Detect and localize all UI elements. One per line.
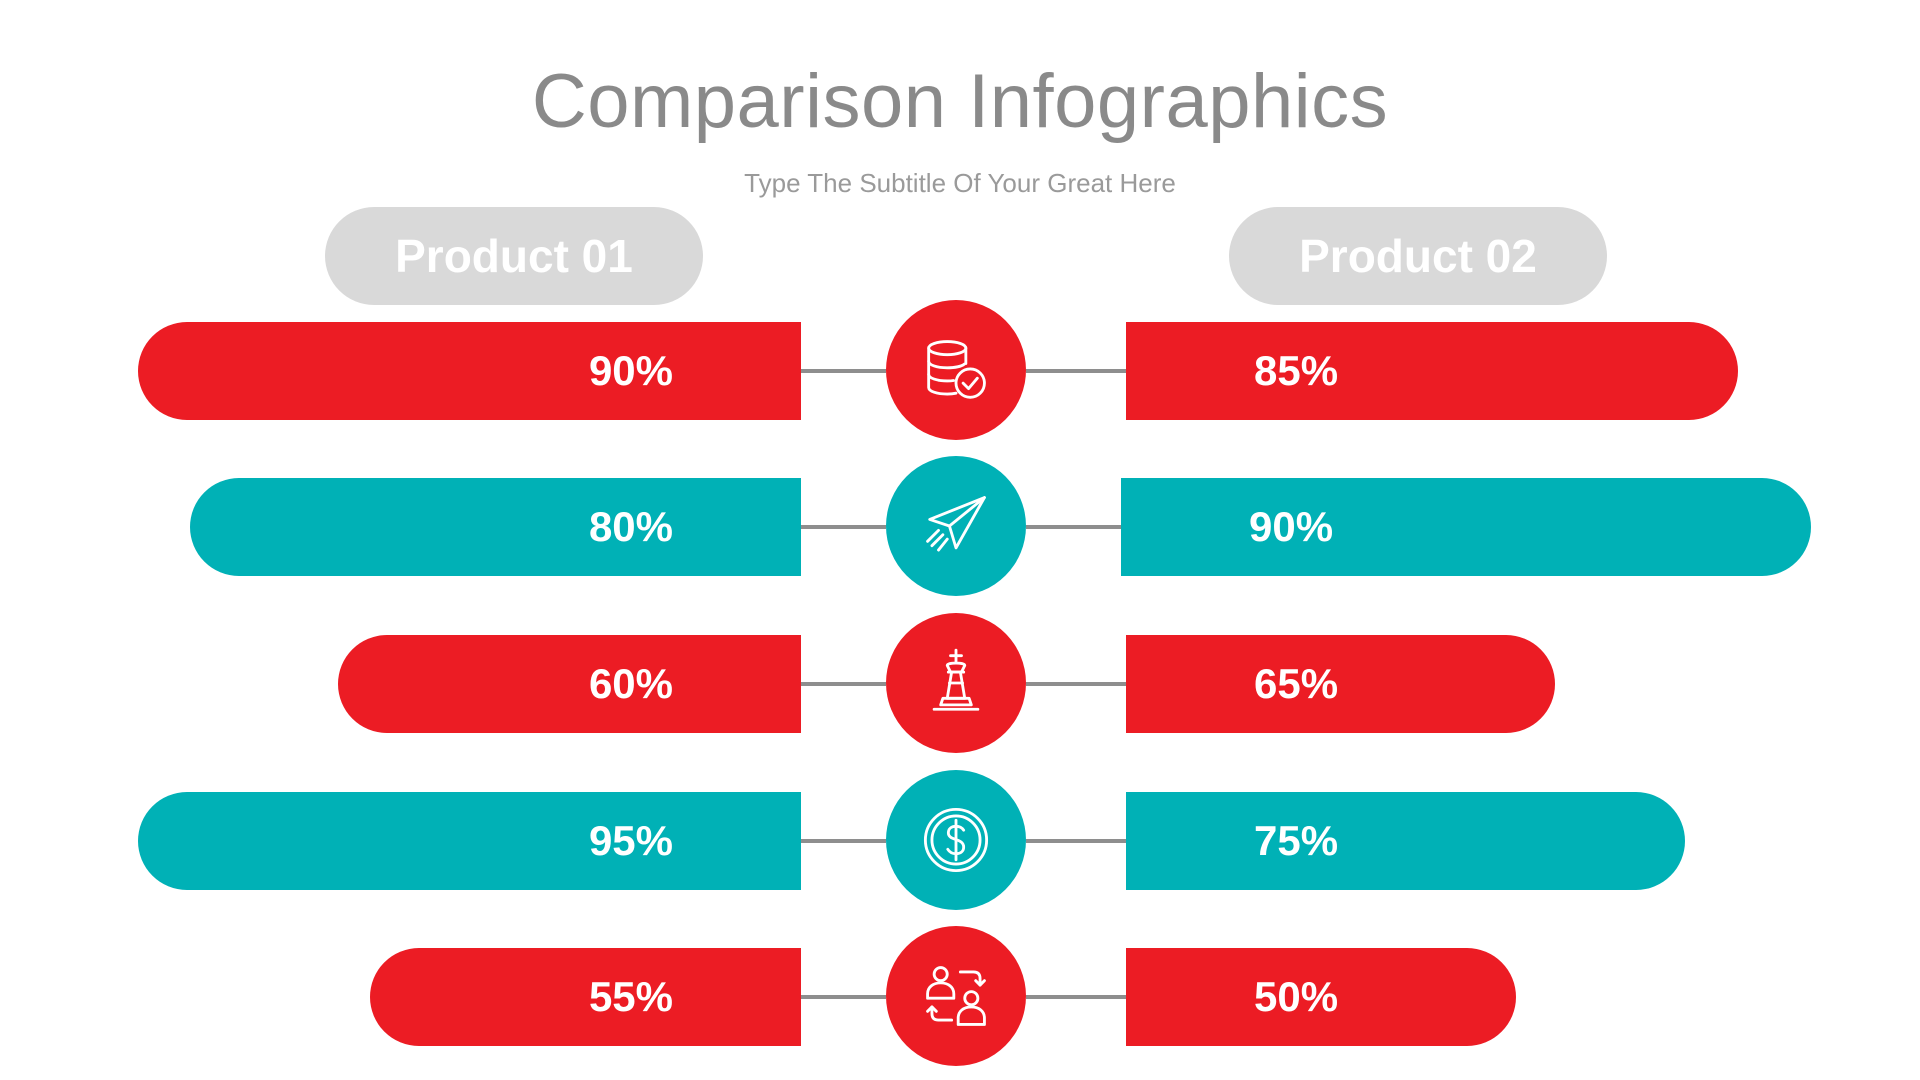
connector-left-4: [801, 839, 886, 843]
product-02-bar-4: 75%: [1126, 792, 1685, 890]
product-01-label: Product 01: [395, 230, 633, 282]
product-02-value-3: 65%: [1254, 660, 1339, 707]
page-subtitle: Type The Subtitle Of Your Great Here: [744, 168, 1176, 198]
connector-right-2: [1026, 525, 1121, 529]
product-01-header: Product 01: [325, 207, 703, 305]
chess-king-icon: [932, 648, 980, 711]
connector-right-4: [1026, 839, 1126, 843]
comparison-row-3: 60% 65%: [0, 613, 1920, 753]
dollar-coin-icon: [923, 807, 989, 873]
product-02-bar-5: 50%: [1126, 948, 1516, 1046]
user-exchange-icon: [926, 966, 986, 1026]
connector-left-1: [801, 369, 886, 373]
comparison-row-1: 90% 85%: [0, 300, 1920, 440]
product-02-value-1: 85%: [1254, 347, 1339, 394]
comparison-row-4: 95% 75%: [0, 770, 1920, 910]
product-01-bar-1: 90%: [138, 322, 801, 420]
product-01-bar-3: 60%: [338, 635, 801, 733]
comparison-row-2: 80% 90%: [0, 456, 1920, 596]
product-01-value-4: 95%: [588, 817, 673, 864]
connector-right-3: [1026, 682, 1126, 686]
icon-circle-2: [886, 456, 1026, 596]
icon-circle-4: [886, 770, 1026, 910]
comparison-row-5: 55% 50%: [0, 926, 1920, 1066]
icon-circle-3: [886, 613, 1026, 753]
product-02-bar-2: 90%: [1121, 478, 1811, 576]
product-02-value-2: 90%: [1249, 503, 1334, 550]
product-02-header: Product 02: [1229, 207, 1607, 305]
product-02-label: Product 02: [1299, 230, 1537, 282]
database-check-icon: [927, 340, 986, 399]
product-01-value-3: 60%: [588, 660, 673, 707]
product-01-bar-4: 95%: [138, 792, 801, 890]
product-02-value-5: 50%: [1254, 973, 1339, 1020]
connector-right-5: [1026, 995, 1126, 999]
paper-plane-icon: [926, 496, 986, 552]
product-02-bar-3: 65%: [1126, 635, 1555, 733]
connector-right-1: [1026, 369, 1126, 373]
product-01-value-5: 55%: [588, 973, 673, 1020]
connector-left-2: [801, 525, 886, 529]
connector-left-5: [801, 995, 886, 999]
product-01-value-1: 90%: [588, 347, 673, 394]
page-title: Comparison Infographics: [531, 59, 1389, 144]
product-01-value-2: 80%: [588, 503, 673, 550]
product-01-bar-5: 55%: [370, 948, 801, 1046]
product-02-value-4: 75%: [1254, 817, 1339, 864]
icon-circle-5: [886, 926, 1026, 1066]
icon-circle-1: [886, 300, 1026, 440]
connector-left-3: [801, 682, 886, 686]
product-02-bar-1: 85%: [1126, 322, 1738, 420]
product-01-bar-2: 80%: [190, 478, 801, 576]
